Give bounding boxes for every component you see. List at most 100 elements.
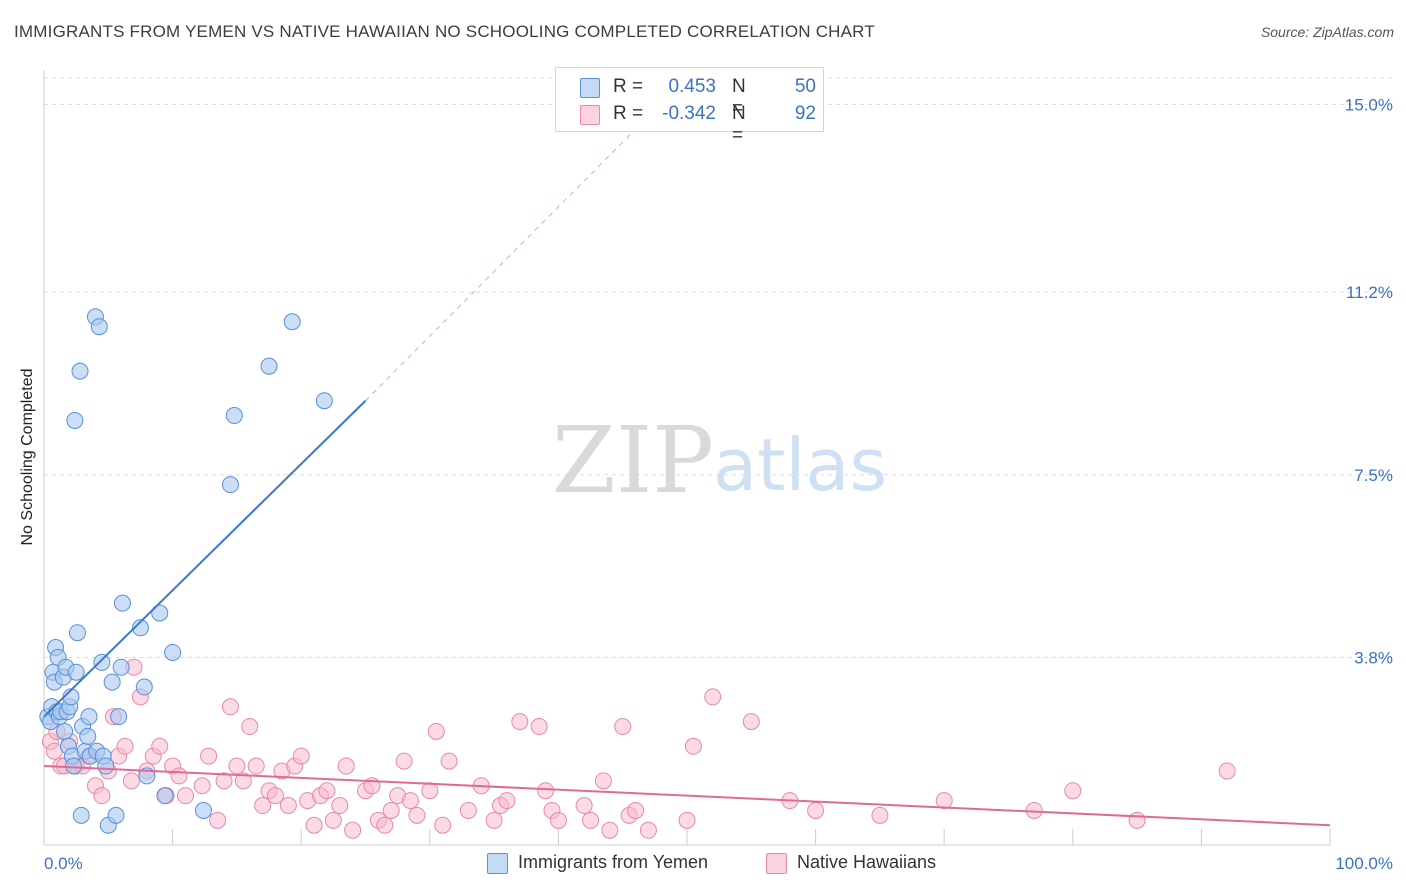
data-point-yemen bbox=[72, 806, 90, 824]
data-point-yemen bbox=[110, 708, 128, 726]
data-point-native-hawaiians bbox=[871, 806, 889, 824]
data-point-yemen bbox=[68, 624, 86, 642]
legend-label-yemen: Immigrants from Yemen bbox=[518, 852, 709, 872]
data-point-native-hawaiians bbox=[459, 801, 477, 819]
data-point-yemen bbox=[93, 653, 111, 671]
data-point-yemen bbox=[79, 727, 97, 745]
legend-swatch-pink bbox=[766, 853, 787, 874]
data-point-native-hawaiians bbox=[193, 777, 211, 795]
y-tick-label: 3.8% bbox=[1354, 648, 1393, 667]
data-point-yemen bbox=[90, 318, 108, 336]
data-point-yemen bbox=[56, 722, 74, 740]
data-point-native-hawaiians bbox=[305, 816, 323, 834]
data-point-native-hawaiians bbox=[402, 792, 420, 810]
data-point-native-hawaiians bbox=[1218, 762, 1236, 780]
correlation-legend: R = 0.453 N = 50 R = -0.342 N = 92 bbox=[555, 67, 824, 146]
y-tick-label: 7.5% bbox=[1354, 466, 1393, 485]
data-point-yemen bbox=[113, 594, 131, 612]
data-point-yemen bbox=[283, 313, 301, 331]
data-point-native-hawaiians bbox=[247, 757, 265, 775]
data-point-native-hawaiians bbox=[1064, 782, 1082, 800]
data-point-native-hawaiians bbox=[614, 718, 632, 736]
data-point-native-hawaiians bbox=[704, 688, 722, 706]
data-point-yemen bbox=[151, 604, 169, 622]
legend-n-value: 92 bbox=[794, 103, 816, 124]
data-point-native-hawaiians bbox=[170, 767, 188, 785]
watermark-zip: ZIP bbox=[552, 407, 714, 514]
data-point-yemen bbox=[164, 643, 182, 661]
trend-line-native-hawaiians bbox=[43, 765, 1331, 827]
data-point-native-hawaiians bbox=[601, 821, 619, 839]
chart-title: IMMIGRANTS FROM YEMEN VS NATIVE HAWAIIAN… bbox=[14, 22, 875, 41]
legend-swatch-pink bbox=[580, 105, 600, 125]
data-point-yemen bbox=[66, 411, 84, 429]
data-point-native-hawaiians bbox=[537, 782, 555, 800]
data-point-native-hawaiians bbox=[176, 787, 194, 805]
data-point-native-hawaiians bbox=[116, 737, 134, 755]
data-point-native-hawaiians bbox=[254, 797, 272, 815]
data-point-native-hawaiians bbox=[318, 782, 336, 800]
data-point-native-hawaiians bbox=[678, 811, 696, 829]
data-point-native-hawaiians bbox=[408, 806, 426, 824]
data-point-native-hawaiians bbox=[122, 772, 140, 790]
legend-r-value: 0.453 bbox=[668, 76, 716, 97]
data-point-yemen bbox=[71, 362, 89, 380]
watermark-atlas: atlas bbox=[713, 423, 887, 507]
grid-lines bbox=[44, 77, 1395, 658]
x-tick-label: 100.0% bbox=[1335, 854, 1393, 873]
data-point-yemen bbox=[112, 658, 130, 676]
axes bbox=[43, 70, 1331, 846]
data-point-yemen bbox=[65, 757, 83, 775]
data-point-native-hawaiians bbox=[395, 752, 413, 770]
data-point-native-hawaiians bbox=[485, 811, 503, 829]
y-tick-label: 11.2% bbox=[1346, 283, 1393, 302]
data-point-yemen bbox=[221, 476, 239, 494]
data-point-native-hawaiians bbox=[215, 772, 233, 790]
data-point-native-hawaiians bbox=[511, 713, 529, 731]
legend-swatch-blue bbox=[487, 853, 508, 874]
data-point-yemen bbox=[131, 619, 149, 637]
data-point-native-hawaiians bbox=[376, 816, 394, 834]
data-point-yemen bbox=[80, 708, 98, 726]
data-point-native-hawaiians bbox=[627, 801, 645, 819]
data-point-yemen bbox=[107, 806, 125, 824]
data-point-native-hawaiians bbox=[45, 742, 63, 760]
legend-r-label: R = bbox=[613, 103, 644, 124]
tick-labels: 3.8% 7.5% 11.2% 15.0% 0.0% 100.0% bbox=[44, 96, 1393, 873]
data-point-yemen bbox=[67, 663, 85, 681]
data-point-native-hawaiians bbox=[279, 797, 297, 815]
data-point-yemen bbox=[103, 673, 121, 691]
x-tick-label: 0.0% bbox=[44, 854, 83, 873]
data-point-native-hawaiians bbox=[209, 811, 227, 829]
trend-line-yemen-extension bbox=[365, 128, 636, 402]
data-point-yemen bbox=[225, 407, 243, 425]
data-point-native-hawaiians bbox=[344, 821, 362, 839]
data-point-native-hawaiians bbox=[331, 797, 349, 815]
trend-line-yemen bbox=[43, 400, 367, 718]
data-point-native-hawaiians bbox=[549, 811, 567, 829]
data-point-native-hawaiians bbox=[594, 772, 612, 790]
data-point-native-hawaiians bbox=[498, 792, 516, 810]
data-point-native-hawaiians bbox=[684, 737, 702, 755]
trend-lines bbox=[43, 128, 1331, 827]
data-point-native-hawaiians bbox=[221, 698, 239, 716]
data-point-native-hawaiians bbox=[742, 713, 760, 731]
watermark: ZIP atlas bbox=[552, 407, 887, 514]
data-point-yemen bbox=[135, 678, 153, 696]
legend-n-label: N = bbox=[732, 76, 746, 119]
data-point-native-hawaiians bbox=[434, 816, 452, 834]
data-point-native-hawaiians bbox=[234, 772, 252, 790]
data-point-native-hawaiians bbox=[93, 787, 111, 805]
data-point-native-hawaiians bbox=[266, 787, 284, 805]
legend-swatch-blue bbox=[580, 78, 600, 98]
data-point-native-hawaiians bbox=[427, 722, 445, 740]
data-point-yemen bbox=[97, 757, 115, 775]
data-point-native-hawaiians bbox=[382, 801, 400, 819]
data-point-native-hawaiians bbox=[324, 811, 342, 829]
data-point-native-hawaiians bbox=[337, 757, 355, 775]
data-point-native-hawaiians bbox=[1128, 811, 1146, 829]
data-point-native-hawaiians bbox=[440, 752, 458, 770]
data-point-native-hawaiians bbox=[200, 747, 218, 765]
data-point-native-hawaiians bbox=[807, 801, 825, 819]
